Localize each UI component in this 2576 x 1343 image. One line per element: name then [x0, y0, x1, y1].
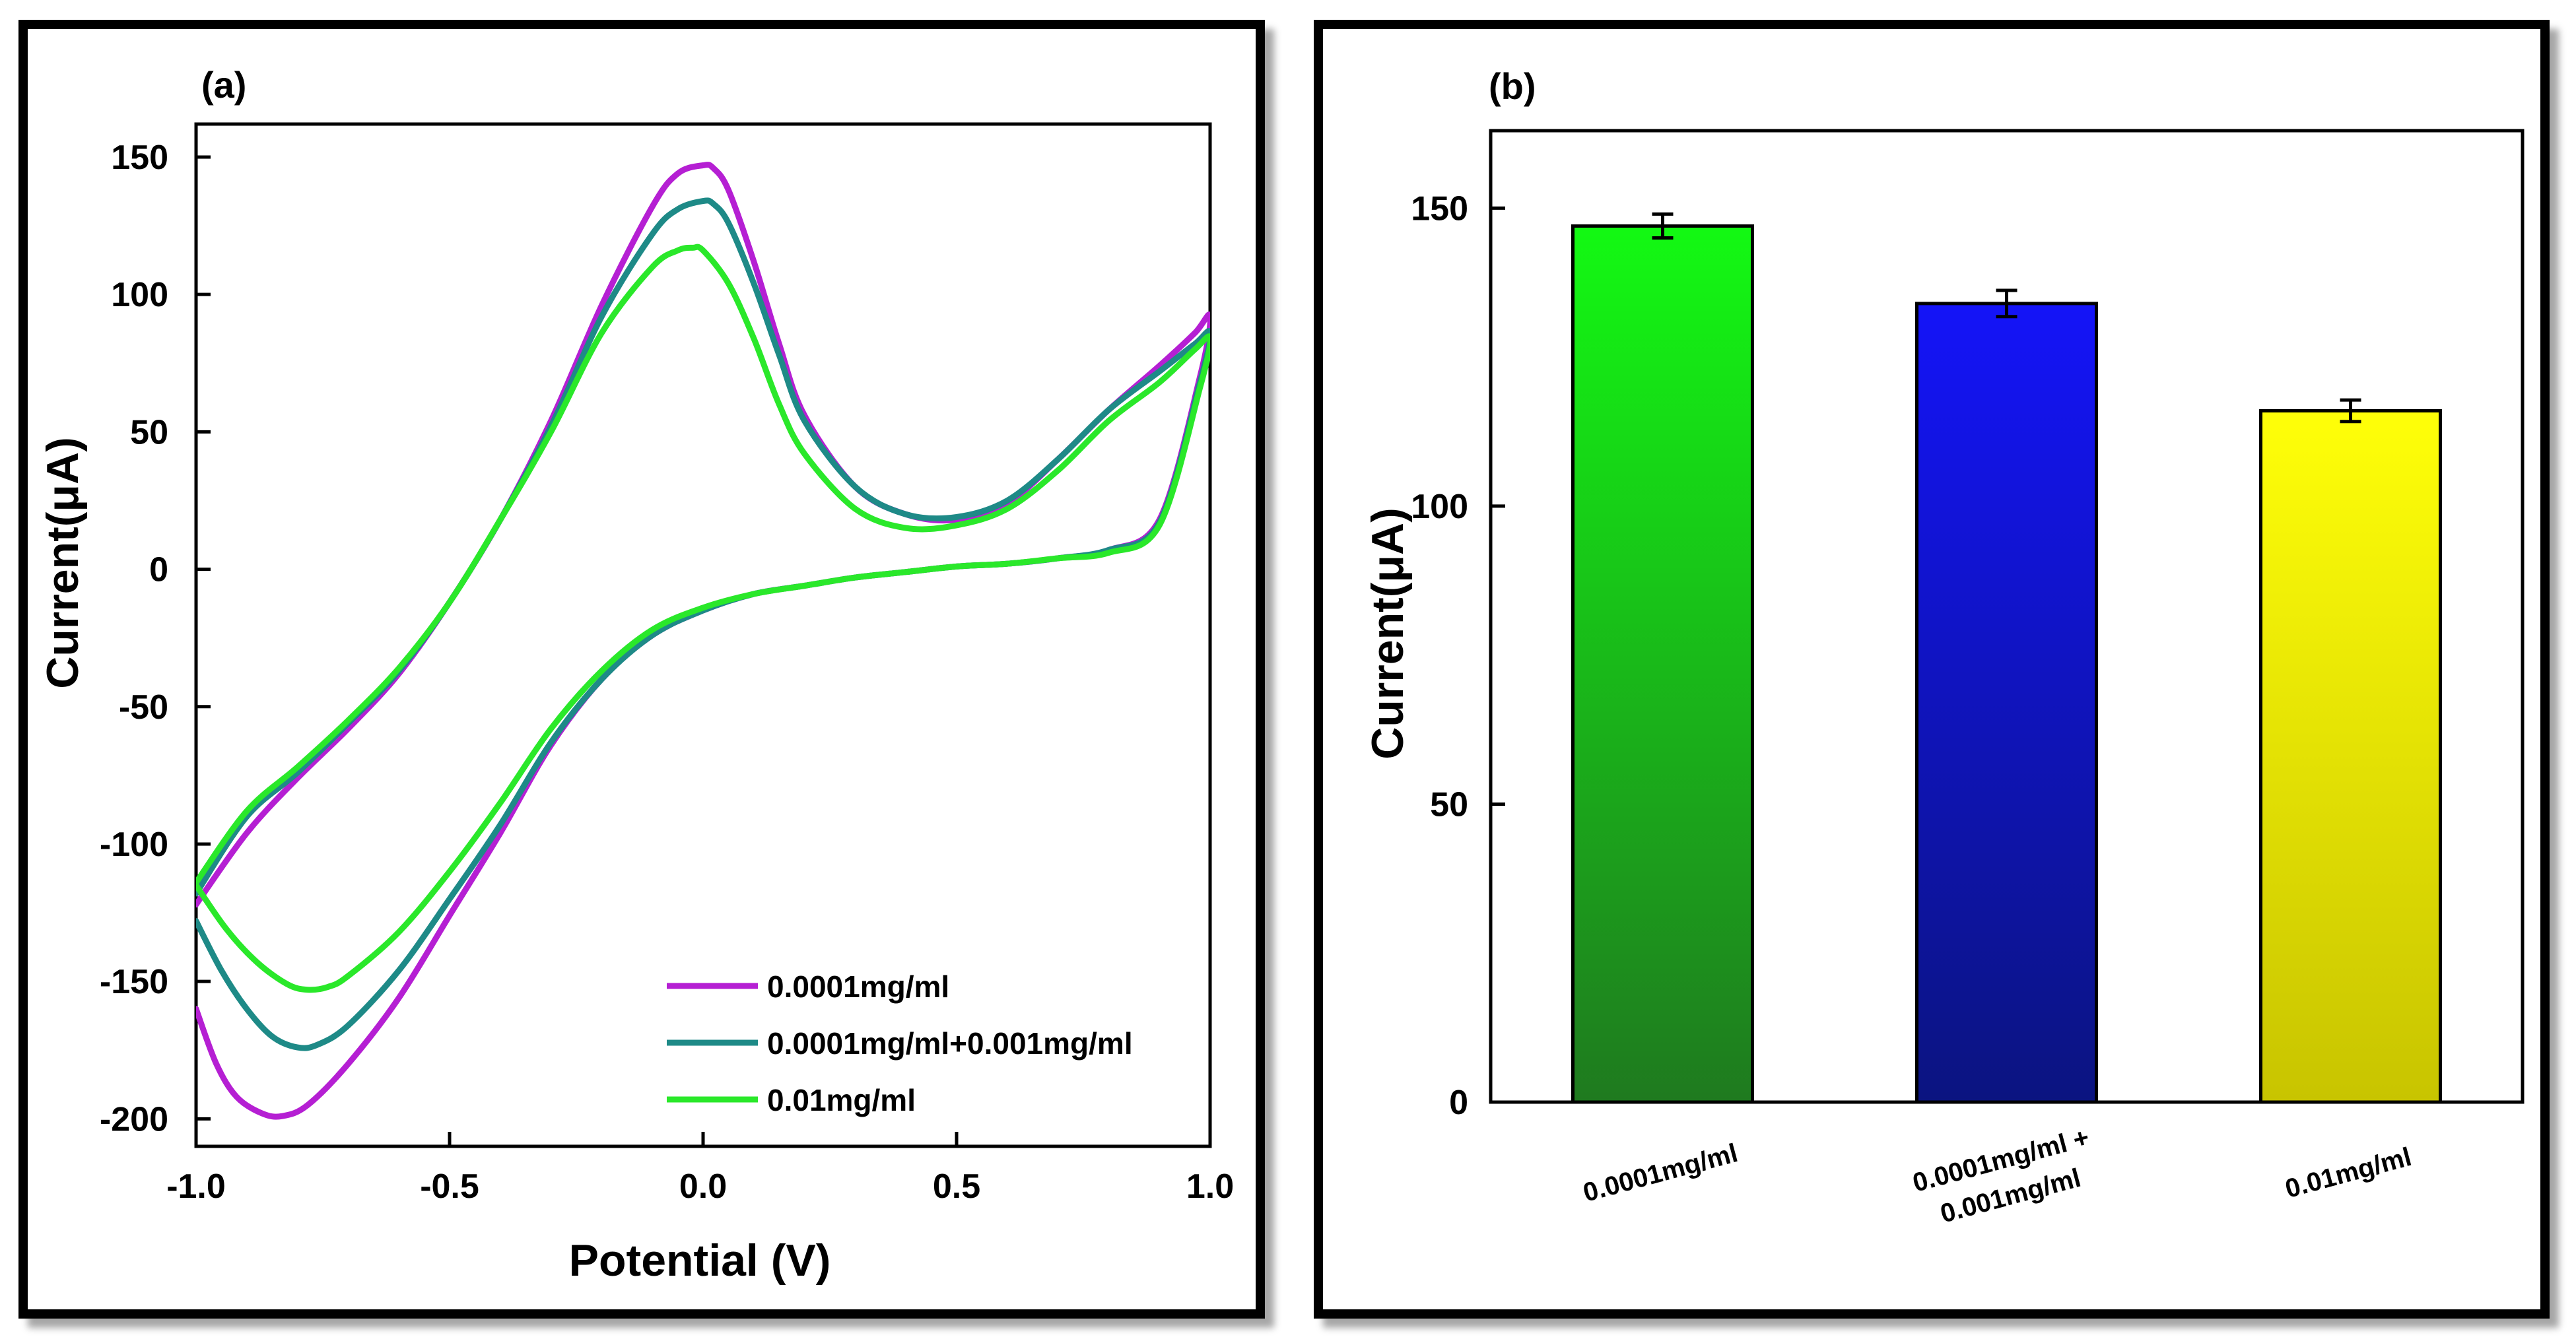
panel-a-frame: [18, 20, 1265, 1319]
legend-label-series-3: 0.01mg/ml: [767, 1083, 916, 1117]
cv-y-tick-label: 50: [130, 413, 168, 451]
bar-y-tick-label: 100: [1411, 488, 1468, 526]
cv-plot-area: [194, 122, 1212, 1148]
bar-y-tick-label: 50: [1430, 785, 1468, 824]
panel-a-label: (a): [201, 64, 246, 106]
cv-plot: -1.0 -0.5 0.0 0.5 1.0 -200 -150 -100 -50 0 50 100 15…: [100, 122, 1234, 1206]
cv-y-tick-label: -50: [119, 688, 168, 727]
bar-y-tick-label: 150: [1411, 189, 1468, 228]
legend-label-series-2: 0.0001mg/ml+0.001mg/ml: [767, 1026, 1133, 1061]
bar-y-tick-label: 0: [1449, 1084, 1468, 1122]
cv-y-tick-label: -100: [100, 826, 168, 864]
cv-y-tick-label: 150: [111, 139, 168, 177]
cv-x-tick-label: 0.0: [679, 1167, 727, 1206]
cv-y-axis-title: Current(μA): [38, 437, 88, 689]
bar-1: [1571, 224, 1754, 1104]
bar-3: [2259, 409, 2442, 1104]
cv-legend: 0.0001mg/ml 0.0001mg/ml+0.001mg/ml 0.01m…: [667, 969, 1133, 1117]
cv-y-tick-label: 100: [111, 276, 168, 314]
cv-x-tick-label: -1.0: [166, 1167, 226, 1206]
legend-label-series-1: 0.0001mg/ml: [767, 969, 949, 1004]
panel-b-label: (b): [1489, 65, 1536, 107]
bar-2: [1915, 302, 2098, 1104]
bar-y-axis-title: Current(μA): [1363, 508, 1413, 760]
cv-x-tick-label: -0.5: [420, 1167, 479, 1206]
cv-x-tick-label: 1.0: [1186, 1167, 1234, 1206]
cv-y-tick-label: -200: [100, 1100, 168, 1138]
cv-y-tick-label: 0: [149, 551, 168, 589]
cv-series-line-2: [196, 197, 1210, 1051]
cv-y-tick-label: -150: [100, 963, 168, 1001]
bar-plot: 0 50 100 150 0.0001mg/ml 0.0001mg/ml +0.001mg…: [1411, 129, 2525, 1233]
cv-x-axis-title: Potential (V): [569, 1235, 831, 1286]
bar-category-label-3: 0.01mg/ml: [2282, 1142, 2414, 1204]
bar-category-label-2: 0.0001mg/ml +0.001mg/ml: [1910, 1123, 2102, 1233]
cv-series-line-3: [196, 244, 1210, 993]
bar-category-label-1: 0.0001mg/ml: [1580, 1138, 1740, 1208]
cv-x-tick-label: 0.5: [933, 1167, 980, 1206]
